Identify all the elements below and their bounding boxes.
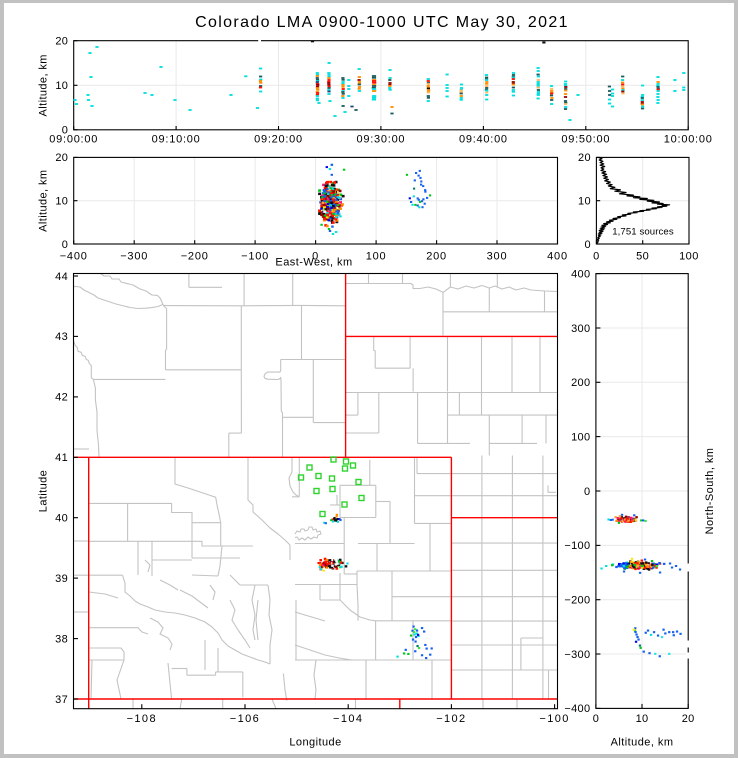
svg-text:41: 41 bbox=[55, 452, 68, 464]
svg-text:100: 100 bbox=[366, 250, 387, 262]
svg-text:09:10:00: 09:10:00 bbox=[152, 134, 201, 146]
svg-text:09:00:00: 09:00:00 bbox=[49, 134, 98, 146]
svg-text:−300: −300 bbox=[120, 250, 148, 262]
svg-text:50: 50 bbox=[636, 250, 649, 262]
svg-text:100: 100 bbox=[679, 250, 699, 262]
svg-text:−300: −300 bbox=[564, 649, 590, 661]
svg-text:20: 20 bbox=[578, 152, 591, 164]
svg-text:10: 10 bbox=[55, 196, 68, 208]
svg-text:09:20:00: 09:20:00 bbox=[254, 134, 303, 146]
svg-text:44: 44 bbox=[55, 271, 68, 283]
svg-text:20: 20 bbox=[682, 713, 695, 725]
svg-text:09:40:00: 09:40:00 bbox=[459, 134, 508, 146]
svg-text:10: 10 bbox=[578, 196, 591, 208]
svg-text:10:00:00: 10:00:00 bbox=[664, 134, 713, 146]
svg-text:400: 400 bbox=[547, 250, 568, 262]
svg-text:38: 38 bbox=[55, 633, 68, 645]
svg-text:0: 0 bbox=[584, 239, 590, 251]
svg-text:1,751 sources: 1,751 sources bbox=[612, 227, 674, 238]
svg-text:10: 10 bbox=[636, 713, 649, 725]
svg-text:−100: −100 bbox=[241, 250, 269, 262]
svg-text:−400: −400 bbox=[564, 703, 590, 715]
svg-text:−108: −108 bbox=[127, 713, 157, 725]
svg-text:−200: −200 bbox=[181, 250, 209, 262]
svg-text:0: 0 bbox=[593, 713, 599, 725]
svg-text:−100: −100 bbox=[539, 713, 569, 725]
svg-text:39: 39 bbox=[55, 573, 68, 585]
svg-text:Altitude, km: Altitude, km bbox=[38, 170, 50, 232]
svg-text:−200: −200 bbox=[564, 595, 590, 607]
svg-text:100: 100 bbox=[571, 431, 590, 443]
svg-text:20: 20 bbox=[55, 36, 68, 48]
svg-text:−104: −104 bbox=[333, 713, 363, 725]
svg-text:−100: −100 bbox=[564, 540, 590, 552]
svg-text:300: 300 bbox=[487, 250, 508, 262]
svg-text:0: 0 bbox=[584, 486, 590, 498]
svg-text:09:50:00: 09:50:00 bbox=[561, 134, 610, 146]
svg-text:400: 400 bbox=[571, 268, 590, 280]
svg-text:20: 20 bbox=[55, 152, 68, 164]
svg-text:40: 40 bbox=[55, 513, 68, 525]
svg-text:200: 200 bbox=[426, 250, 447, 262]
svg-text:East-West, km: East-West, km bbox=[275, 256, 352, 268]
svg-text:0: 0 bbox=[62, 239, 68, 251]
svg-text:−400: −400 bbox=[60, 250, 88, 262]
svg-text:Longitude: Longitude bbox=[289, 737, 341, 749]
svg-text:Altitude, km: Altitude, km bbox=[611, 737, 674, 749]
svg-text:0: 0 bbox=[312, 250, 319, 262]
svg-text:09:30:00: 09:30:00 bbox=[356, 134, 405, 146]
svg-text:North-South, km: North-South, km bbox=[704, 448, 716, 535]
svg-text:42: 42 bbox=[55, 392, 68, 404]
svg-text:Latitude: Latitude bbox=[38, 470, 50, 512]
svg-text:0: 0 bbox=[593, 250, 600, 262]
svg-text:−106: −106 bbox=[230, 713, 260, 725]
svg-text:−102: −102 bbox=[436, 713, 466, 725]
svg-text:43: 43 bbox=[55, 331, 68, 343]
svg-text:37: 37 bbox=[55, 694, 68, 706]
svg-text:Altitude, km: Altitude, km bbox=[38, 54, 50, 116]
svg-text:300: 300 bbox=[571, 323, 590, 335]
svg-text:200: 200 bbox=[571, 377, 590, 389]
svg-text:10: 10 bbox=[55, 80, 68, 92]
svg-text:Colorado LMA 0900-1000 UTC May: Colorado LMA 0900-1000 UTC May 30, 2021 bbox=[195, 14, 569, 31]
svg-text:0: 0 bbox=[62, 125, 68, 137]
